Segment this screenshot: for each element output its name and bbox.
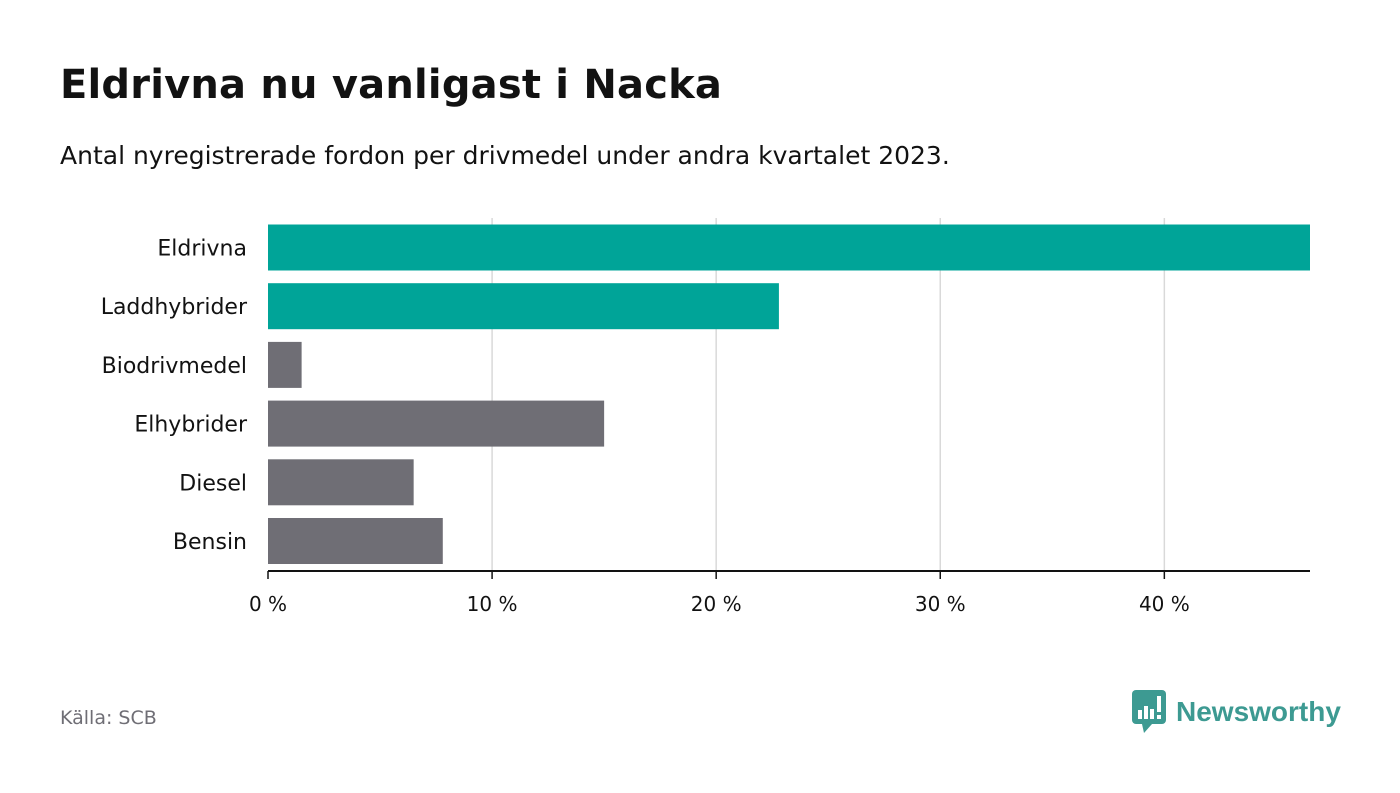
x-axis: 0 % 10 % 20 % 30 % 40 % [249,570,1310,616]
category-label: Eldrivna [157,237,247,262]
category-label: Diesel [179,471,247,496]
x-tick-label: 0 % [249,592,287,616]
bar-biodrivmedel [268,341,302,388]
brand-name: Newsworthy [1176,696,1341,727]
brand: Newsworthy [1132,690,1341,734]
x-tick-label: 40 % [1139,592,1190,616]
chart-title: Eldrivna nu vanligast i Nacka [60,62,723,108]
grid-lines [491,218,1166,571]
category-label: Bensin [173,530,247,555]
bar-elhybrider [268,400,605,447]
bar-laddhybrider [268,283,779,330]
bar-diesel [268,459,414,506]
x-tick-label: 20 % [691,592,742,616]
category-labels: Eldrivna Laddhybrider Biodrivmedel Elhybrid… [101,237,248,556]
category-label: Laddhybrider [101,295,248,320]
source-note: Källa: SCB [60,707,157,729]
category-label: Biodrivmedel [102,354,247,379]
x-tick-label: 30 % [915,592,966,616]
category-label: Elhybrider [134,413,248,438]
chart-subtitle: Antal nyregistrerade fordon per drivmede… [60,141,950,170]
bar-bensin [268,518,443,564]
bars [268,224,1310,564]
newsworthy-logo-icon [1132,690,1166,734]
bar-eldrivna [268,224,1310,271]
x-tick-label: 10 % [467,592,518,616]
